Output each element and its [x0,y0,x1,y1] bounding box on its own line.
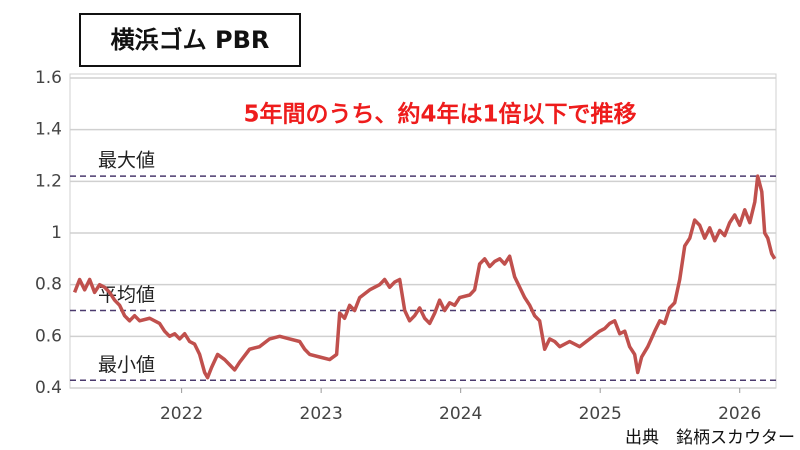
x-tick-label: 2024 [439,404,482,424]
x-tick-label: 2026 [718,404,761,424]
chart-title: 横浜ゴム PBR [111,26,270,54]
y-tick-label: 0.8 [35,275,62,295]
reference-label: 平均値 [98,284,155,306]
y-tick-label: 1.2 [35,171,62,191]
x-tick-label: 2023 [300,404,343,424]
y-tick-label: 1.6 [35,68,62,88]
line-series [72,174,777,380]
annotation: 5年間のうち、約4年は1倍以下で推移 [243,101,636,128]
y-tick-label: 1.4 [35,120,62,140]
x-tick-label: 2025 [579,404,622,424]
source: 出典 銘柄スカウター [625,428,795,448]
title-box [79,13,301,67]
reference-label: 最大値 [98,150,155,172]
x-tick-label: 2022 [160,404,203,424]
y-tick-label: 0.4 [35,378,62,398]
y-tick-label: 0.6 [35,326,62,346]
y-tick-label: 1 [51,223,62,243]
reference-label: 最小値 [98,354,155,376]
